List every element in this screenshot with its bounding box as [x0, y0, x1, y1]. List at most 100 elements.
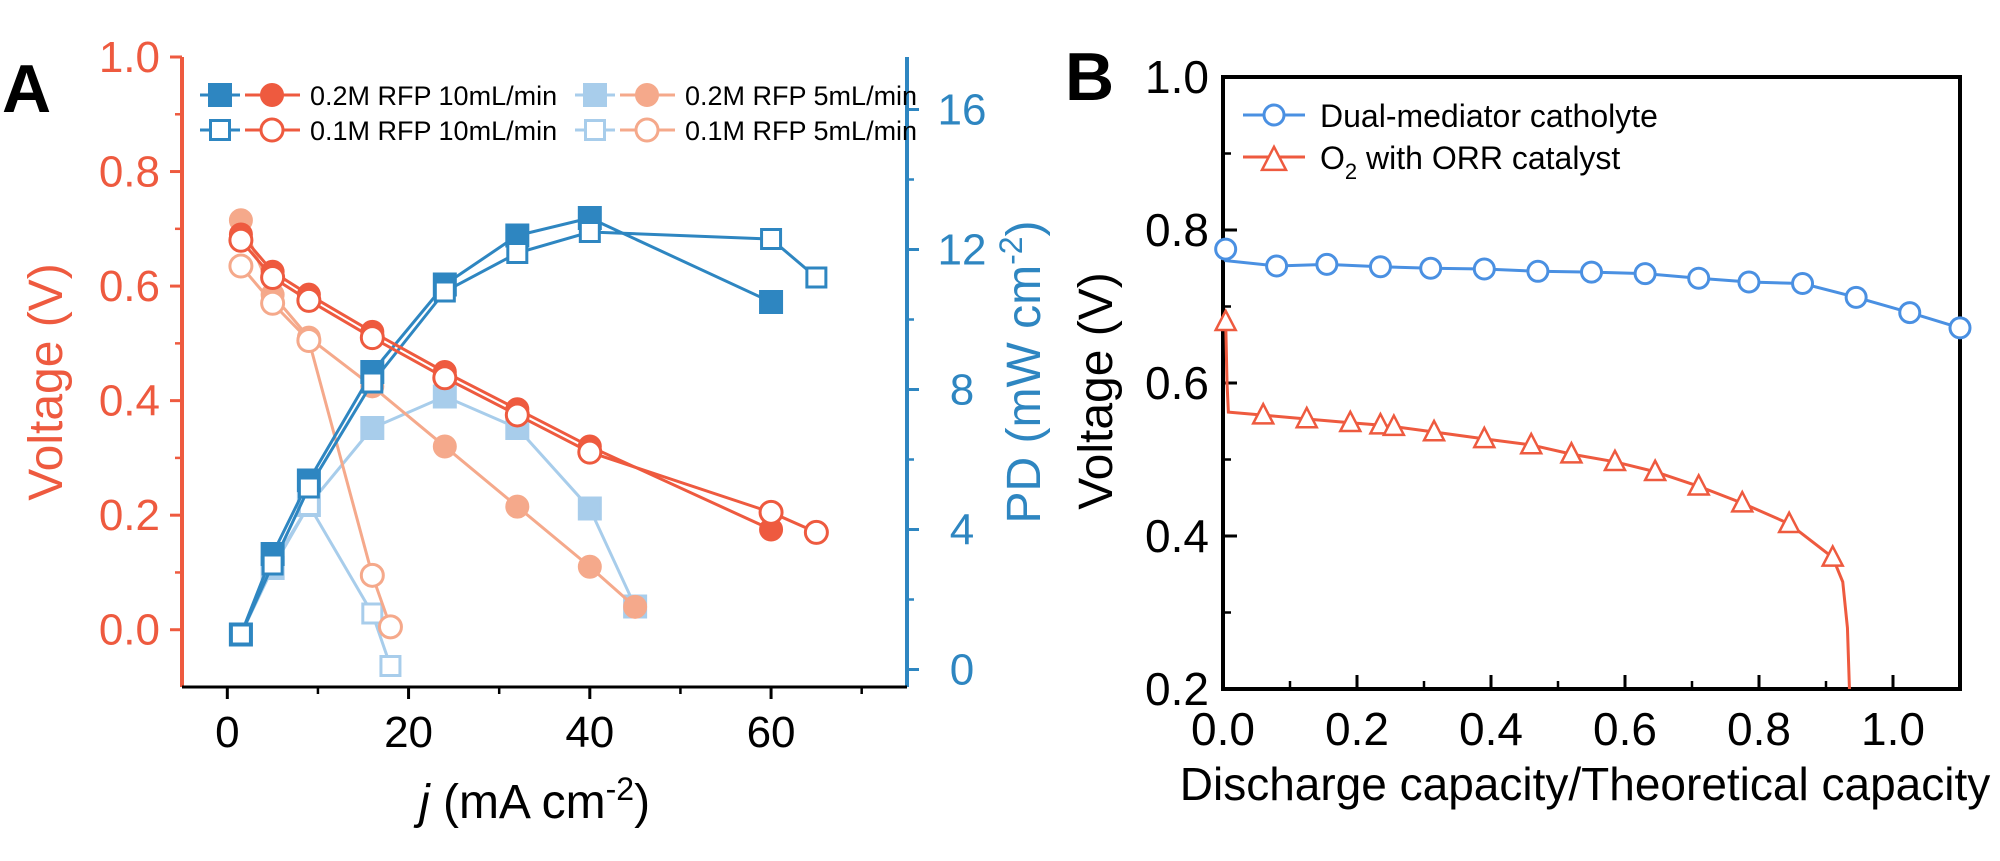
x-tick-label-b: 0.6 [1593, 703, 1657, 755]
panel-b-chart: 0.0 0.2 0.4 0.6 0.8 1.00.20.40.60.81.0Voltage… [1070, 51, 1990, 810]
voltage-point [296, 287, 322, 313]
legend-a-marker-v [260, 83, 284, 107]
pd-point [361, 371, 384, 394]
x-label-italic: j [413, 776, 443, 829]
x-tick-label-b: 0.4 [1459, 703, 1523, 755]
series-b-point [1419, 256, 1443, 280]
series-b-point [1368, 255, 1392, 279]
voltage-point [504, 402, 530, 428]
series-b-point [1472, 257, 1496, 281]
legend-a-marker-v [259, 117, 285, 143]
voltage-light-point [260, 290, 286, 316]
series-b-line-1 [1223, 320, 1851, 690]
y-right-tick-label: 12 [938, 226, 987, 275]
y-tick-label-b: 0.2 [1145, 663, 1209, 715]
voltage-light-point [359, 562, 385, 588]
pd-point [433, 280, 456, 303]
series-b-point [1602, 448, 1628, 472]
series-b-point [1338, 409, 1363, 433]
legend-a-marker-pd [209, 119, 231, 141]
voltage-point [577, 439, 603, 465]
legend-a-label: 0.1M RFP 5mL/min [685, 116, 917, 146]
series-b-point [1730, 489, 1755, 513]
series-b-point [1643, 458, 1668, 482]
voltage-light-point [432, 434, 457, 459]
pd-light-point [360, 416, 385, 440]
x-axis-label-b: Discharge capacity/Theoretical capacity [1180, 758, 1990, 810]
y-left-tick-label: 0.8 [99, 148, 160, 197]
voltage-light-point [623, 594, 648, 619]
legend-b-label-1: O2 with ORR catalyst [1320, 140, 1620, 184]
series-b-point [1251, 401, 1276, 425]
voltage-light-point [505, 494, 530, 519]
series-b-point [1559, 440, 1584, 464]
pd-line-0 [239, 216, 772, 636]
series-b-point [1421, 418, 1447, 442]
legend-b-label-1-main: O [1320, 140, 1345, 176]
y-tick-label-b: 0.4 [1145, 510, 1209, 562]
y-right-tick-label: 0 [950, 646, 974, 695]
x-tick-label-b: 0.8 [1727, 703, 1791, 755]
series-b-point [1519, 431, 1544, 455]
pd-point [760, 228, 783, 250]
y-right-tick-label: 8 [950, 366, 974, 415]
x-tick-label: 0 [215, 708, 239, 757]
y-right-tick-label: 16 [938, 86, 987, 135]
x-label-unit: (mA cm [443, 776, 606, 829]
voltage-point [432, 365, 458, 391]
voltage-point [359, 325, 385, 351]
series-b-line-0 [1221, 248, 1961, 330]
x-tick-label-b: 0.0 [1191, 703, 1255, 755]
y-right-label-main: PD (mW cm [998, 265, 1051, 524]
pd-point [578, 221, 601, 243]
legend-b-label-1-sub: 2 [1345, 159, 1357, 184]
y-left-tick-label: 0.6 [99, 262, 160, 311]
series-b-point [1820, 543, 1845, 567]
y-left-axis-label: Voltage (V) [20, 263, 73, 500]
panel-label-b: B [1065, 39, 1114, 115]
y-right-label-exp: -2 [993, 236, 1029, 264]
legend-b-marker [1262, 103, 1286, 127]
series-b-point [1381, 412, 1406, 437]
y-tick-label-b: 1.0 [1145, 51, 1209, 103]
series-b-point [1265, 254, 1289, 278]
pd-point [805, 266, 828, 289]
legend-b-label-1-rest: with ORR catalyst [1357, 140, 1620, 176]
series-b-point [1791, 272, 1815, 296]
y-left-tick-label: 0.2 [99, 491, 160, 540]
x-axis-label: j (mA cm-2) [413, 771, 650, 829]
x-tick-label: 40 [565, 708, 614, 757]
legend-a-marker-v [635, 83, 659, 107]
pd-point [297, 476, 320, 499]
legend-a-label: 0.2M RFP 10mL/min [310, 81, 557, 111]
voltage-point [260, 265, 286, 290]
voltage-light-point [577, 554, 602, 579]
y-right-label-close: ) [998, 220, 1051, 236]
pd-light-point [361, 602, 384, 625]
pd-light-point [379, 655, 402, 677]
legend-a-label: 0.1M RFP 10mL/min [310, 116, 557, 146]
series-b-point [1472, 425, 1497, 449]
series-b-point [1844, 285, 1868, 309]
voltage-light-point [296, 328, 322, 353]
series-b-point [1633, 262, 1657, 286]
legend-a-label: 0.2M RFP 5mL/min [685, 81, 917, 111]
y-left-tick-label: 0.0 [99, 606, 160, 655]
series-b-point [1777, 510, 1802, 534]
x-tick-label: 20 [384, 708, 433, 757]
series-b-point [1948, 316, 1972, 340]
y-tick-label-b: 0.8 [1145, 204, 1209, 256]
series-b-point [1213, 308, 1238, 332]
series-b-point [1737, 270, 1761, 294]
y-left-tick-label: 1.0 [99, 33, 160, 82]
voltage-light-point [377, 614, 403, 640]
series-b-point [1315, 252, 1339, 276]
series-b-point [1294, 405, 1319, 429]
voltage-light-point [228, 253, 254, 279]
series-b-point [1214, 237, 1238, 261]
legend-a-marker-pd [583, 83, 607, 107]
y-right-axis-label: PD (mW cm-2) [993, 220, 1051, 523]
y-right-tick-label: 4 [950, 506, 974, 555]
x-tick-label-b: 1.0 [1861, 703, 1925, 755]
series-b-point [1687, 266, 1711, 290]
